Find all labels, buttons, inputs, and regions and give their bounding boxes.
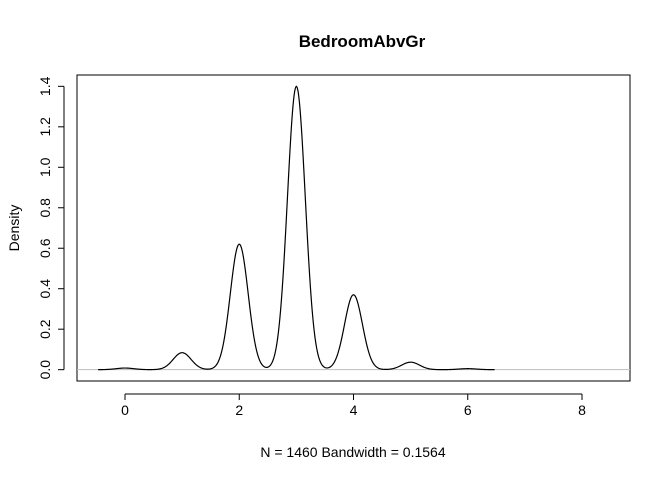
y-tick-label: 1.4 — [37, 76, 53, 96]
y-tick-label: 0.4 — [37, 279, 53, 299]
y-tick-label: 0.6 — [37, 238, 53, 258]
density-curve — [98, 85, 495, 371]
x-tick-label: 0 — [121, 402, 129, 418]
y-axis: 0.0 0.2 0.4 0.6 0.8 1.0 1.2 1.4 — [37, 76, 65, 380]
y-tick-label: 1.2 — [37, 117, 53, 137]
chart-title: BedroomAbvGr — [299, 32, 426, 51]
y-tick-label: 0.8 — [37, 198, 53, 218]
x-axis: 0 2 4 6 8 — [121, 393, 586, 418]
x-tick-label: 6 — [464, 402, 472, 418]
x-tick-label: 2 — [235, 402, 243, 418]
y-tick-label: 1.0 — [37, 157, 53, 177]
y-tick-label: 0.2 — [37, 319, 53, 339]
x-tick-label: 8 — [578, 402, 586, 418]
y-axis-label: Density — [6, 205, 22, 252]
plot-area-box — [76, 74, 631, 382]
y-tick-label: 0.0 — [37, 360, 53, 380]
x-tick-label: 4 — [350, 402, 358, 418]
x-axis-label: N = 1460 Bandwidth = 0.1564 — [260, 444, 445, 460]
